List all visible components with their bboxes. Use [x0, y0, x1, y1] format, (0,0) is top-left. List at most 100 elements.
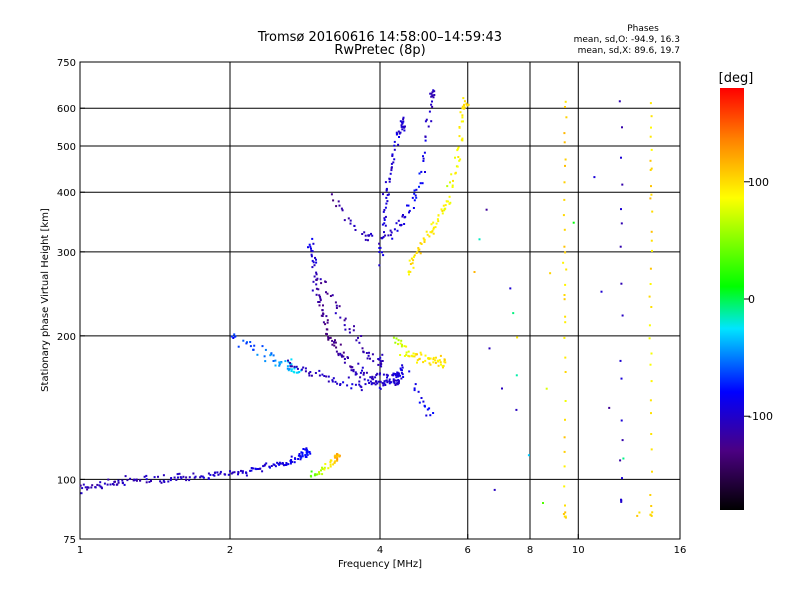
echo-point [395, 379, 398, 382]
echo-point [386, 200, 389, 203]
echo-point [325, 375, 328, 378]
echo-point [378, 242, 381, 245]
echo-point [440, 363, 442, 366]
echo-point [650, 505, 653, 507]
echo-point [387, 193, 390, 196]
echo-point [434, 359, 437, 362]
echo-point [621, 126, 623, 129]
echo-point [457, 146, 460, 149]
echo-point [327, 338, 330, 341]
echo-point [315, 271, 318, 274]
echo-point [376, 372, 379, 375]
echo-point [457, 156, 460, 158]
echo-point [290, 365, 293, 368]
echo-point [650, 306, 653, 308]
echo-point [478, 238, 481, 241]
echo-point [370, 377, 373, 380]
echo-point [306, 451, 309, 454]
echo-point [333, 344, 336, 347]
echo-point [417, 249, 420, 252]
echo-point [403, 223, 406, 225]
echo-point [562, 261, 565, 264]
echo-point [378, 247, 381, 249]
echo-point [318, 294, 321, 297]
echo-point [621, 314, 624, 317]
echo-point [649, 135, 652, 138]
echo-point [564, 511, 567, 514]
echo-point [315, 273, 318, 276]
echo-point [413, 387, 416, 390]
echo-point [305, 447, 308, 450]
echo-point [289, 459, 292, 462]
echo-point [287, 361, 290, 364]
phase-line-x: mean, sd,X: 89.6, 19.7 [578, 46, 680, 56]
echo-point [341, 355, 343, 358]
echo-point [330, 193, 333, 196]
echo-point [367, 354, 370, 357]
echo-point [420, 397, 423, 399]
echo-point [441, 210, 444, 212]
echo-point [563, 245, 566, 248]
echo-point [432, 361, 435, 364]
echo-point [620, 419, 623, 422]
phase-heading: Phases [627, 24, 659, 34]
echo-point [408, 211, 410, 214]
echo-point [650, 185, 652, 188]
echo-point [367, 234, 370, 237]
echo-point [564, 371, 567, 373]
echo-point [287, 369, 290, 372]
echo-point [377, 358, 380, 360]
echo-point [392, 161, 395, 164]
echo-point [254, 467, 257, 470]
echo-point [378, 264, 381, 267]
echo-point [382, 193, 384, 196]
echo-point [175, 478, 178, 481]
echo-point [425, 230, 428, 233]
echo-point [331, 339, 334, 342]
echo-point [261, 470, 264, 473]
echo-point [564, 283, 567, 286]
echo-point [430, 95, 433, 98]
echo-point [217, 473, 220, 476]
echo-point [334, 301, 337, 304]
echo-point [396, 374, 399, 376]
echo-point [384, 181, 387, 184]
y-tick-label: 75 [63, 535, 76, 546]
echo-point [194, 475, 197, 478]
echo-point [126, 479, 129, 482]
echo-point [321, 467, 324, 470]
echo-point [429, 231, 432, 234]
echo-point [563, 485, 566, 488]
echo-point [427, 357, 429, 360]
echo-point [369, 376, 372, 379]
echo-point [361, 366, 364, 369]
echo-point [331, 343, 334, 346]
echo-point [103, 482, 106, 485]
echo-point [296, 371, 298, 374]
echo-point [350, 387, 353, 390]
echo-point [263, 355, 266, 358]
echo-point [363, 378, 366, 381]
echo-point [79, 484, 82, 487]
echo-point [383, 231, 385, 234]
echo-point [430, 103, 433, 106]
echo-point [397, 343, 399, 346]
echo-point [416, 361, 418, 364]
echo-point [401, 366, 404, 369]
echo-point [416, 359, 419, 362]
echo-point [437, 220, 440, 223]
echo-point [329, 336, 332, 339]
echo-point [304, 448, 307, 451]
colorbar-tick-label: 100 [748, 176, 769, 189]
echo-point [388, 180, 391, 183]
echo-point [173, 476, 176, 479]
echo-point [272, 463, 275, 466]
echo-point [417, 247, 420, 249]
echo-point [276, 461, 279, 464]
echo-point [331, 379, 334, 382]
echo-point [249, 341, 252, 343]
echo-point [403, 216, 406, 219]
echo-point [443, 359, 446, 361]
echo-point [310, 253, 313, 256]
echo-point [516, 336, 519, 339]
